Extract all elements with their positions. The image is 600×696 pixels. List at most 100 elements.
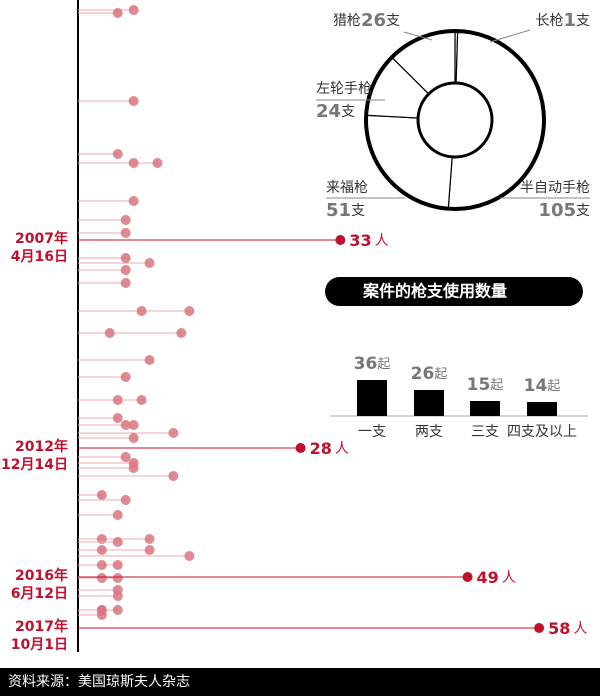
- incident-dot: [128, 158, 139, 168]
- incident-dot: [120, 253, 131, 263]
- event-value: 28: [310, 439, 332, 458]
- slice-unit: 支: [386, 13, 400, 29]
- event-dot: [462, 572, 473, 582]
- event-value: 49: [477, 568, 499, 587]
- event-year: 2017年: [15, 618, 68, 635]
- event-label: 33 人: [349, 231, 388, 250]
- incident-dot: [120, 495, 131, 505]
- event-year: 2016年: [15, 567, 68, 584]
- incident-dot: [112, 560, 123, 570]
- slice-name: 半自动手枪: [520, 179, 590, 196]
- bar: [357, 380, 387, 416]
- event-dot: [295, 443, 306, 453]
- bar-unit: 起: [547, 379, 560, 394]
- event-year: 2012年: [15, 438, 68, 455]
- slice-name: 猎枪: [333, 12, 361, 29]
- event-dot: [534, 623, 545, 633]
- bar-value: 15: [467, 375, 491, 395]
- incident-dot: [112, 413, 123, 423]
- incident-dot: [112, 510, 123, 520]
- event-label: 49 人: [477, 568, 516, 587]
- incident-dot: [128, 420, 139, 430]
- bar-value-label: 36起: [354, 354, 391, 374]
- incident-dot: [120, 215, 131, 225]
- incident-dot: [120, 265, 131, 275]
- incident-dot: [96, 545, 107, 555]
- incident-dot: [168, 428, 179, 438]
- incident-dot: [112, 395, 123, 405]
- slice-unit: 支: [576, 203, 590, 219]
- slice-value: 105: [538, 200, 576, 221]
- incident-dot: [120, 420, 131, 430]
- incident-dot: [128, 433, 139, 443]
- incident-dot: [128, 196, 139, 206]
- incident-dot: [128, 96, 139, 106]
- title-pill: [325, 277, 583, 306]
- incident-dot: [96, 560, 107, 570]
- incident-dot: [168, 471, 179, 481]
- bar-value-label: 26起: [411, 364, 448, 384]
- event-day: 12月14日: [1, 457, 68, 473]
- incident-dot: [136, 395, 147, 405]
- bar: [414, 390, 444, 416]
- donut-outer: [364, 29, 546, 211]
- slice-unit: 支: [351, 203, 365, 219]
- event-year: 2007年: [15, 230, 68, 247]
- slice-value: 26: [361, 10, 386, 31]
- event-value: 58: [548, 619, 570, 638]
- bar-unit: 起: [377, 357, 390, 372]
- incident-dot: [152, 158, 163, 168]
- bar-value-label: 15起: [467, 375, 504, 395]
- incident-dot: [184, 551, 195, 561]
- incident-dot: [144, 258, 155, 268]
- incident-dot: [120, 278, 131, 288]
- slice-unit: 支: [576, 13, 590, 29]
- incident-dot: [184, 306, 195, 316]
- bar-value: 14: [524, 376, 548, 396]
- slice-value: 1: [563, 10, 576, 31]
- incident-dot: [104, 328, 115, 338]
- donut-inner: [416, 81, 494, 159]
- source: 资料来源：美国琼斯夫人杂志: [8, 674, 190, 690]
- slice-label: 长枪1支: [535, 10, 590, 31]
- slice-unit: 支: [341, 104, 355, 120]
- leader-line: [403, 31, 433, 41]
- slice-label: 24支: [316, 101, 355, 122]
- incident-dot: [144, 545, 155, 555]
- incident-dot: [112, 573, 123, 583]
- bar-category: 三支: [471, 424, 499, 440]
- incident-dot: [96, 610, 107, 620]
- bar-category: 两支: [415, 424, 443, 440]
- incident-dot: [112, 591, 123, 601]
- slice-label: 猎枪26支: [333, 10, 400, 31]
- slice-label: 51支: [326, 200, 365, 221]
- event-unit: 人: [375, 233, 389, 249]
- event-dot: [335, 235, 346, 245]
- incident-dot: [128, 5, 139, 15]
- incident-dot: [96, 490, 107, 500]
- incident-dot: [120, 452, 131, 462]
- leader-line: [489, 29, 531, 43]
- incident-dot: [96, 573, 107, 583]
- event-label: 28 人: [310, 439, 349, 458]
- slice-label: 105支: [538, 200, 590, 221]
- incident-dot: [112, 537, 123, 547]
- bar-title: 案件的枪支使用数量: [362, 282, 507, 301]
- event-unit: 人: [335, 441, 349, 457]
- footer-bar: [0, 668, 600, 696]
- event-label: 58 人: [548, 619, 587, 638]
- incident-dot: [120, 228, 131, 238]
- slice-name: 左轮手枪: [316, 80, 372, 97]
- slice-value: 51: [326, 200, 351, 221]
- bar-value-label: 14起: [524, 376, 561, 396]
- bar-category: 四支及以上: [507, 424, 577, 440]
- event-day: 10月1日: [11, 637, 68, 653]
- incident-dot: [112, 8, 123, 18]
- bar-value: 26: [411, 364, 435, 384]
- incident-dot: [136, 306, 147, 316]
- incident-dot: [120, 372, 131, 382]
- slice-name: 来福枪: [326, 179, 368, 196]
- incident-dot: [112, 605, 123, 615]
- slice-name: 长枪: [535, 12, 563, 29]
